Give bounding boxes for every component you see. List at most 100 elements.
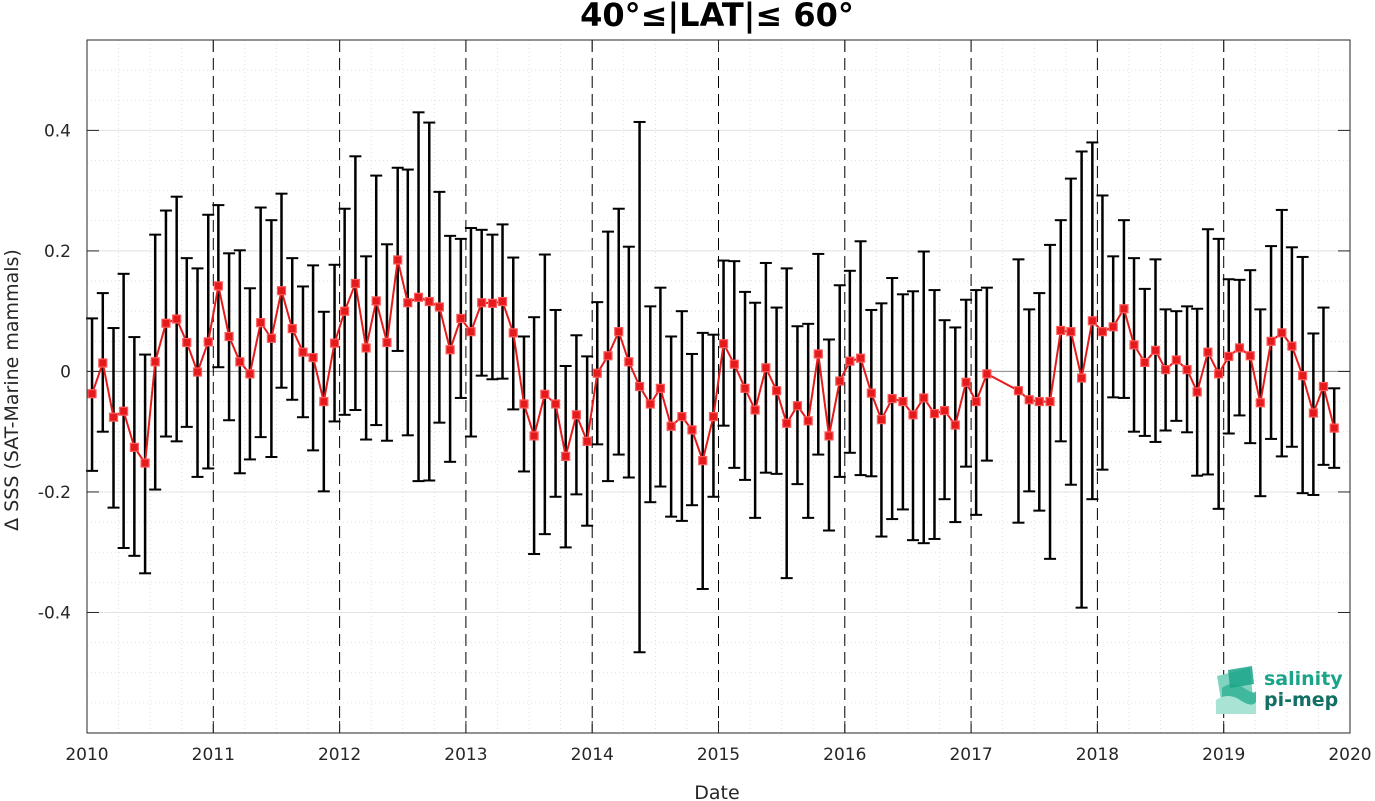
data-point [898,396,908,407]
data-point [876,415,887,425]
data-point [87,389,97,399]
data-point [961,377,971,387]
data-point [718,339,729,349]
data-point [614,327,624,337]
data-point [729,359,739,369]
series-markers [87,255,1339,468]
data-point [203,337,213,347]
data-point [1013,386,1024,396]
x-tick-label: 2014 [571,745,614,765]
data-point [245,369,255,379]
data-point [803,416,813,426]
data-point [592,368,602,378]
x-tick-label: 2020 [1328,745,1371,765]
data-point [561,451,571,462]
data-point [150,357,160,367]
data-point [235,357,245,367]
data-point [1329,423,1339,433]
data-point [887,393,897,404]
x-tick-label: 2015 [697,745,740,765]
data-point [319,396,329,407]
data-point [266,333,276,343]
data-point [950,420,960,430]
data-point [845,356,855,366]
x-tick-label: 2018 [1076,745,1119,765]
data-point [371,296,381,306]
data-point [634,381,645,392]
x-tick-label: 2010 [65,745,108,765]
y-tick-label: -0.2 [38,483,71,503]
x-tick-label: 2013 [444,745,487,765]
data-point [213,281,223,291]
data-point [1255,398,1265,408]
data-point [1224,351,1234,361]
data-point [487,298,498,308]
data-point [855,353,866,363]
data-point [971,396,981,407]
data-point [687,425,697,435]
data-point [1287,341,1297,351]
data-point [350,278,360,289]
data-point [361,343,371,353]
data-point [782,418,792,428]
data-point [1034,396,1044,407]
y-axis-title: Δ SSS (SAT-Marine mammals) [1,249,23,531]
data-point [1234,343,1245,353]
data-point [276,286,287,296]
data-point [182,337,192,348]
data-point [393,255,403,265]
logo-line2: pi-mep [1264,689,1338,711]
data-point [1140,357,1150,367]
data-point [939,406,950,416]
x-tick-label: 2012 [318,745,361,765]
data-point [1161,365,1171,375]
data-point [1066,327,1076,337]
data-point [256,318,266,328]
data-point [287,324,297,334]
data-point [129,442,139,452]
data-point [908,410,918,420]
tick-labels: 2010 2011 2012 2013 2014 2015 2016 2017 2018 2019… [38,121,1372,765]
logo: salinity pi-mep [1216,666,1343,714]
data-point [792,401,803,411]
data-point [740,383,750,393]
data-point [624,357,634,367]
data-point [1192,387,1202,397]
data-point [161,318,171,328]
axis-ticks [86,40,1351,733]
data-point [224,331,234,342]
year-separators [212,40,1225,733]
data-point [1024,395,1034,405]
y-tick-label: 0 [60,362,71,382]
data-point [1045,396,1055,407]
data-point [1182,365,1192,375]
data-point [1245,351,1255,361]
data-point [1077,373,1087,383]
data-point [445,345,455,355]
y-tick-label: 0.2 [44,242,71,262]
data-point [1087,316,1097,326]
data-point [603,351,613,361]
data-point [761,363,771,373]
data-point [550,399,561,409]
data-point [929,409,940,419]
y-tick-label: -0.4 [38,603,71,623]
data-point [413,292,424,302]
data-point [466,327,476,337]
data-point [1056,325,1066,336]
data-point [119,406,129,416]
x-tick-label: 2011 [192,745,235,765]
y-tick-label: 0.4 [44,121,71,141]
data-point [403,298,413,308]
data-point [329,338,340,348]
data-point [750,405,760,415]
data-point [540,389,550,399]
data-point [645,399,655,409]
data-point [382,337,392,348]
data-point [866,388,876,398]
data-point [508,328,518,338]
data-point [1108,322,1118,332]
data-point [98,358,108,368]
data-point [424,296,434,307]
